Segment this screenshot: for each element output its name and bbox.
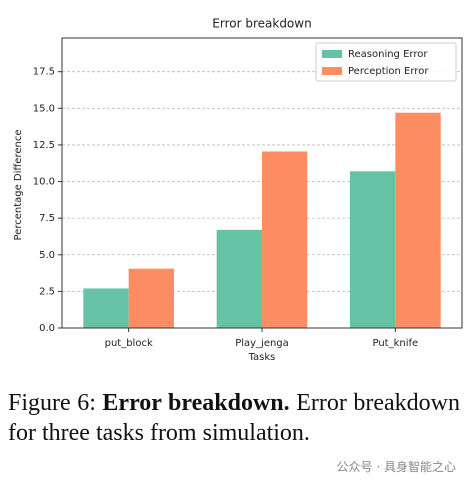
legend-label: Reasoning Error xyxy=(348,49,428,60)
watermark: 公众号 · 具身智能之心 xyxy=(336,460,456,474)
y-tick-label: 17.5 xyxy=(33,67,55,78)
bar xyxy=(83,288,129,328)
bar xyxy=(262,151,308,328)
x-tick-label: Play_jenga xyxy=(235,338,289,349)
bar xyxy=(350,171,396,328)
legend-swatch xyxy=(322,50,342,58)
bar xyxy=(395,112,441,329)
caption-label: Figure 6: xyxy=(8,390,96,416)
y-tick-label: 10.0 xyxy=(33,177,55,188)
plot-frame xyxy=(61,37,463,329)
legend-swatch xyxy=(322,67,342,75)
x-axis-label: Tasks xyxy=(248,352,276,363)
caption: Figure 6: Error breakdown. Error breakdo… xyxy=(8,388,460,448)
y-tick-label: 0.0 xyxy=(39,323,55,334)
x-tick-label: put_block xyxy=(105,338,153,349)
legend-box xyxy=(315,42,457,82)
x-tick-label: Put_knife xyxy=(372,338,418,349)
chart: Error breakdown Tasks Percentage Differe… xyxy=(13,17,463,363)
legend-label: Perception Error xyxy=(348,66,429,77)
y-tick-label: 15.0 xyxy=(33,103,55,114)
caption-bold: Error breakdown. xyxy=(102,390,290,416)
y-tick-label: 7.5 xyxy=(39,213,55,224)
y-tick-label: 5.0 xyxy=(39,250,55,261)
caption-text: Error breakdown for three tasks from sim… xyxy=(8,390,461,446)
chart-title: Error breakdown xyxy=(212,17,311,31)
y-tick-label: 12.5 xyxy=(33,140,55,151)
y-axis-label: Percentage Difference xyxy=(13,130,24,241)
bar xyxy=(128,268,174,328)
y-tick-label: 2.5 xyxy=(39,286,55,297)
bar xyxy=(216,229,262,328)
